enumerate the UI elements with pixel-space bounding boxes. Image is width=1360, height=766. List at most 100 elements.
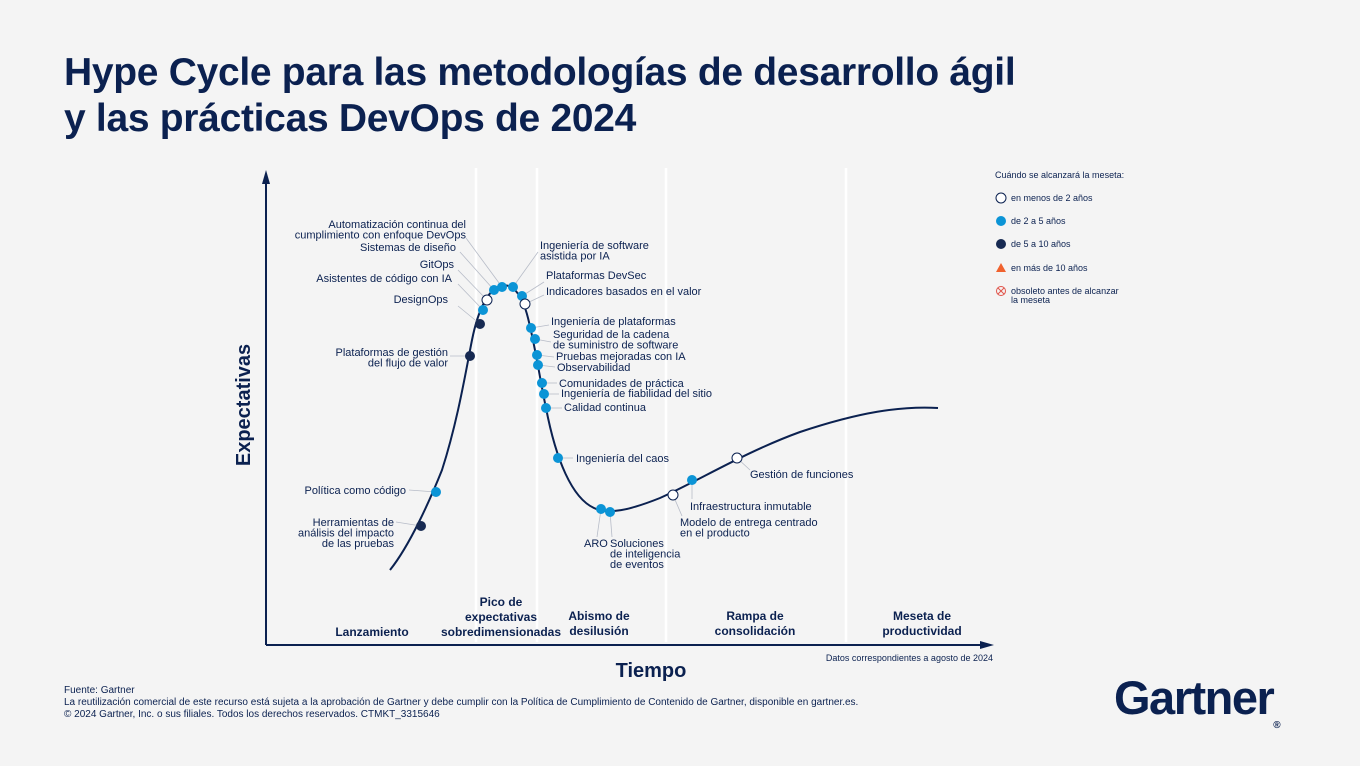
label-line: Automatización continua del [328, 219, 466, 231]
label-line: Plataformas DevSec [546, 270, 647, 282]
title-line-2: y las prácticas DevOps de 2024 [64, 97, 637, 140]
label-line: de suministro de software [553, 340, 678, 352]
label-line: Plataformas de gestión [335, 347, 448, 359]
label-pruebas-mejoradas-con-ia: Pruebas mejoradas con IA [556, 351, 686, 363]
light-blue-circle-icon [996, 216, 1006, 226]
leader-gitops [457, 269, 488, 301]
point-plataformas-de-gestion-del-flujo-de-valor [465, 351, 475, 361]
phase-label-3: Abismo de desilusión [568, 609, 630, 638]
phase-label-line: expectativas [465, 610, 537, 624]
phase-label-1: Lanzamiento [335, 625, 408, 639]
point-asistentes-de-codigo-con-ia [478, 305, 488, 315]
label-calidad-continua: Calidad continua [564, 402, 647, 414]
label-line: Modelo de entrega centrado [680, 517, 818, 529]
orange-triangle-icon [996, 263, 1006, 272]
label-infraestructura-inmutable: Infraestructura inmutable [690, 501, 812, 513]
legend: Cuándo se alcanzará la meseta: en menos d… [995, 170, 1124, 305]
point-pruebas-mejoradas-con-ia [532, 350, 542, 360]
label-line: Infraestructura inmutable [690, 501, 812, 513]
label-soluciones-de-inteligencia-de-eventos: Soluciones de inteligencia de eventos [610, 538, 681, 571]
phase-label-line: consolidación [715, 624, 796, 638]
leader-asistentes-de-codigo-con-ia [457, 283, 484, 311]
label-line: Gestión de funciones [750, 469, 854, 481]
label-line: DesignOps [394, 294, 449, 306]
label-observabilidad: Observabilidad [557, 362, 630, 374]
leader-sistemas-de-diseno [459, 251, 495, 291]
point-herramientas-de-analisis-del-impacto-de-las-pruebas [416, 521, 426, 531]
date-note: Datos correspondientes a agosto de 2024 [826, 653, 993, 663]
legend-label-line: de 5 a 10 años [1011, 239, 1071, 249]
label-automatizacion-continua-del-cumplimiento-con-enfoque-devops: Automatización continua del cumplimiento … [295, 219, 467, 242]
label-ingenieria-de-software-asistida-por-ia: Ingeniería de software asistida por IA [540, 240, 649, 263]
label-line: análisis del impacto [298, 528, 394, 540]
point-indicadores-basados-en-el-valor [519, 298, 531, 310]
label-line: Ingeniería de fiabilidad del sitio [561, 388, 712, 400]
point-ingenieria-de-plataformas [526, 323, 536, 333]
label-herramientas-de-analisis-del-impacto-de-las-pruebas: Herramientas de análisis del impacto de la… [298, 517, 394, 550]
point-calidad-continua [541, 403, 551, 413]
point-designops [475, 319, 485, 329]
label-line: Ingeniería del caos [576, 453, 669, 465]
label-line: Indicadores basados en el valor [546, 286, 702, 298]
legend-label: de 2 a 5 años [1011, 216, 1066, 226]
legend-title: Cuándo se alcanzará la meseta: [995, 170, 1124, 180]
label-plataformas-devsec: Plataformas DevSec [546, 270, 647, 282]
technology-points [416, 282, 743, 531]
legend-item-obsolete: obsoleto antes de alcanzar la meseta [996, 286, 1119, 305]
point-soluciones-de-inteligencia-de-eventos [605, 507, 615, 517]
legend-label: de 5 a 10 años [1011, 239, 1071, 249]
point-gestion-de-funciones [731, 452, 743, 464]
phase-label-5: Meseta de productividad [882, 609, 961, 638]
title-line-1: Hype Cycle para las metodologías de desa… [64, 51, 1016, 94]
label-line: Soluciones [610, 538, 664, 550]
point-politica-como-codigo [431, 487, 441, 497]
legend-label: en más de 10 años [1011, 263, 1088, 273]
footer: Fuente: Gartner La reutilización comerci… [64, 685, 858, 721]
label-line: de eventos [610, 559, 664, 571]
white-circle-icon [995, 192, 1007, 204]
label-line: Ingeniería de plataformas [551, 316, 676, 328]
point-seguridad-de-la-cadena-de-suministro-de-software [530, 334, 540, 344]
label-sistemas-de-diseno: Sistemas de diseño [360, 242, 456, 254]
footer-copyright: © 2024 Gartner, Inc. o sus filiales. Tod… [64, 709, 440, 720]
y-axis-title: Expectativas [233, 344, 255, 466]
label-line: Observabilidad [557, 362, 630, 374]
leader-ingenieria-de-software-asistida-por-ia [512, 251, 539, 288]
phase-label-line: Rampa de [726, 609, 784, 623]
label-line: GitOps [420, 259, 455, 271]
legend-label-line: en más de 10 años [1011, 263, 1088, 273]
label-line: cumplimiento con enfoque DevOps [295, 230, 467, 242]
phase-label-2: Pico de expectativas sobredimensionadas [441, 595, 561, 639]
point-comunidades-de-practica [537, 378, 547, 388]
point-infraestructura-inmutable [687, 475, 697, 485]
legend-label-line: la meseta [1011, 295, 1050, 305]
label-indicadores-basados-en-el-valor: Indicadores basados en el valor [546, 286, 702, 298]
legend-item-gt10: en más de 10 años [996, 263, 1088, 273]
label-line: de las pruebas [322, 538, 395, 550]
label-aro: ARO [584, 538, 608, 550]
logo-mark: ® [1273, 720, 1281, 731]
label-plataformas-de-gestion-del-flujo-de-valor: Plataformas de gestión del flujo de valor [335, 347, 448, 370]
label-designops: DesignOps [394, 294, 449, 306]
point-modelo-de-entrega-centrado-en-el-producto [667, 489, 679, 501]
label-line: Seguridad de la cadena [553, 329, 670, 341]
point-ingenieria-de-fiabilidad-del-sitio [539, 389, 549, 399]
legend-label-line: obsoleto antes de alcanzar [1011, 286, 1119, 296]
phase-label-line: Meseta de [893, 609, 951, 623]
point-ingenieria-de-software-asistida-por-ia [508, 282, 518, 292]
label-line: de inteligencia [610, 549, 681, 561]
label-line: Ingeniería de software [540, 240, 649, 252]
label-gitops: GitOps [420, 259, 455, 271]
legend-item-2to5: de 2 a 5 años [996, 216, 1066, 226]
label-line: en el producto [680, 528, 750, 540]
technology-labels: Herramientas de análisis del impacto de la… [295, 219, 854, 571]
label-gestion-de-funciones: Gestión de funciones [750, 469, 854, 481]
label-line: Calidad continua [564, 402, 647, 414]
label-line: Comunidades de práctica [559, 378, 685, 390]
gartner-logo: Gartner® [1114, 668, 1281, 731]
label-ingenieria-del-caos: Ingeniería del caos [576, 453, 669, 465]
legend-item-lt2: en menos de 2 años [995, 192, 1093, 204]
phase-labels: Lanzamiento Pico de expectativas sobredimen… [335, 595, 961, 639]
label-asistentes-de-codigo-con-ia: Asistentes de código con IA [316, 273, 452, 285]
